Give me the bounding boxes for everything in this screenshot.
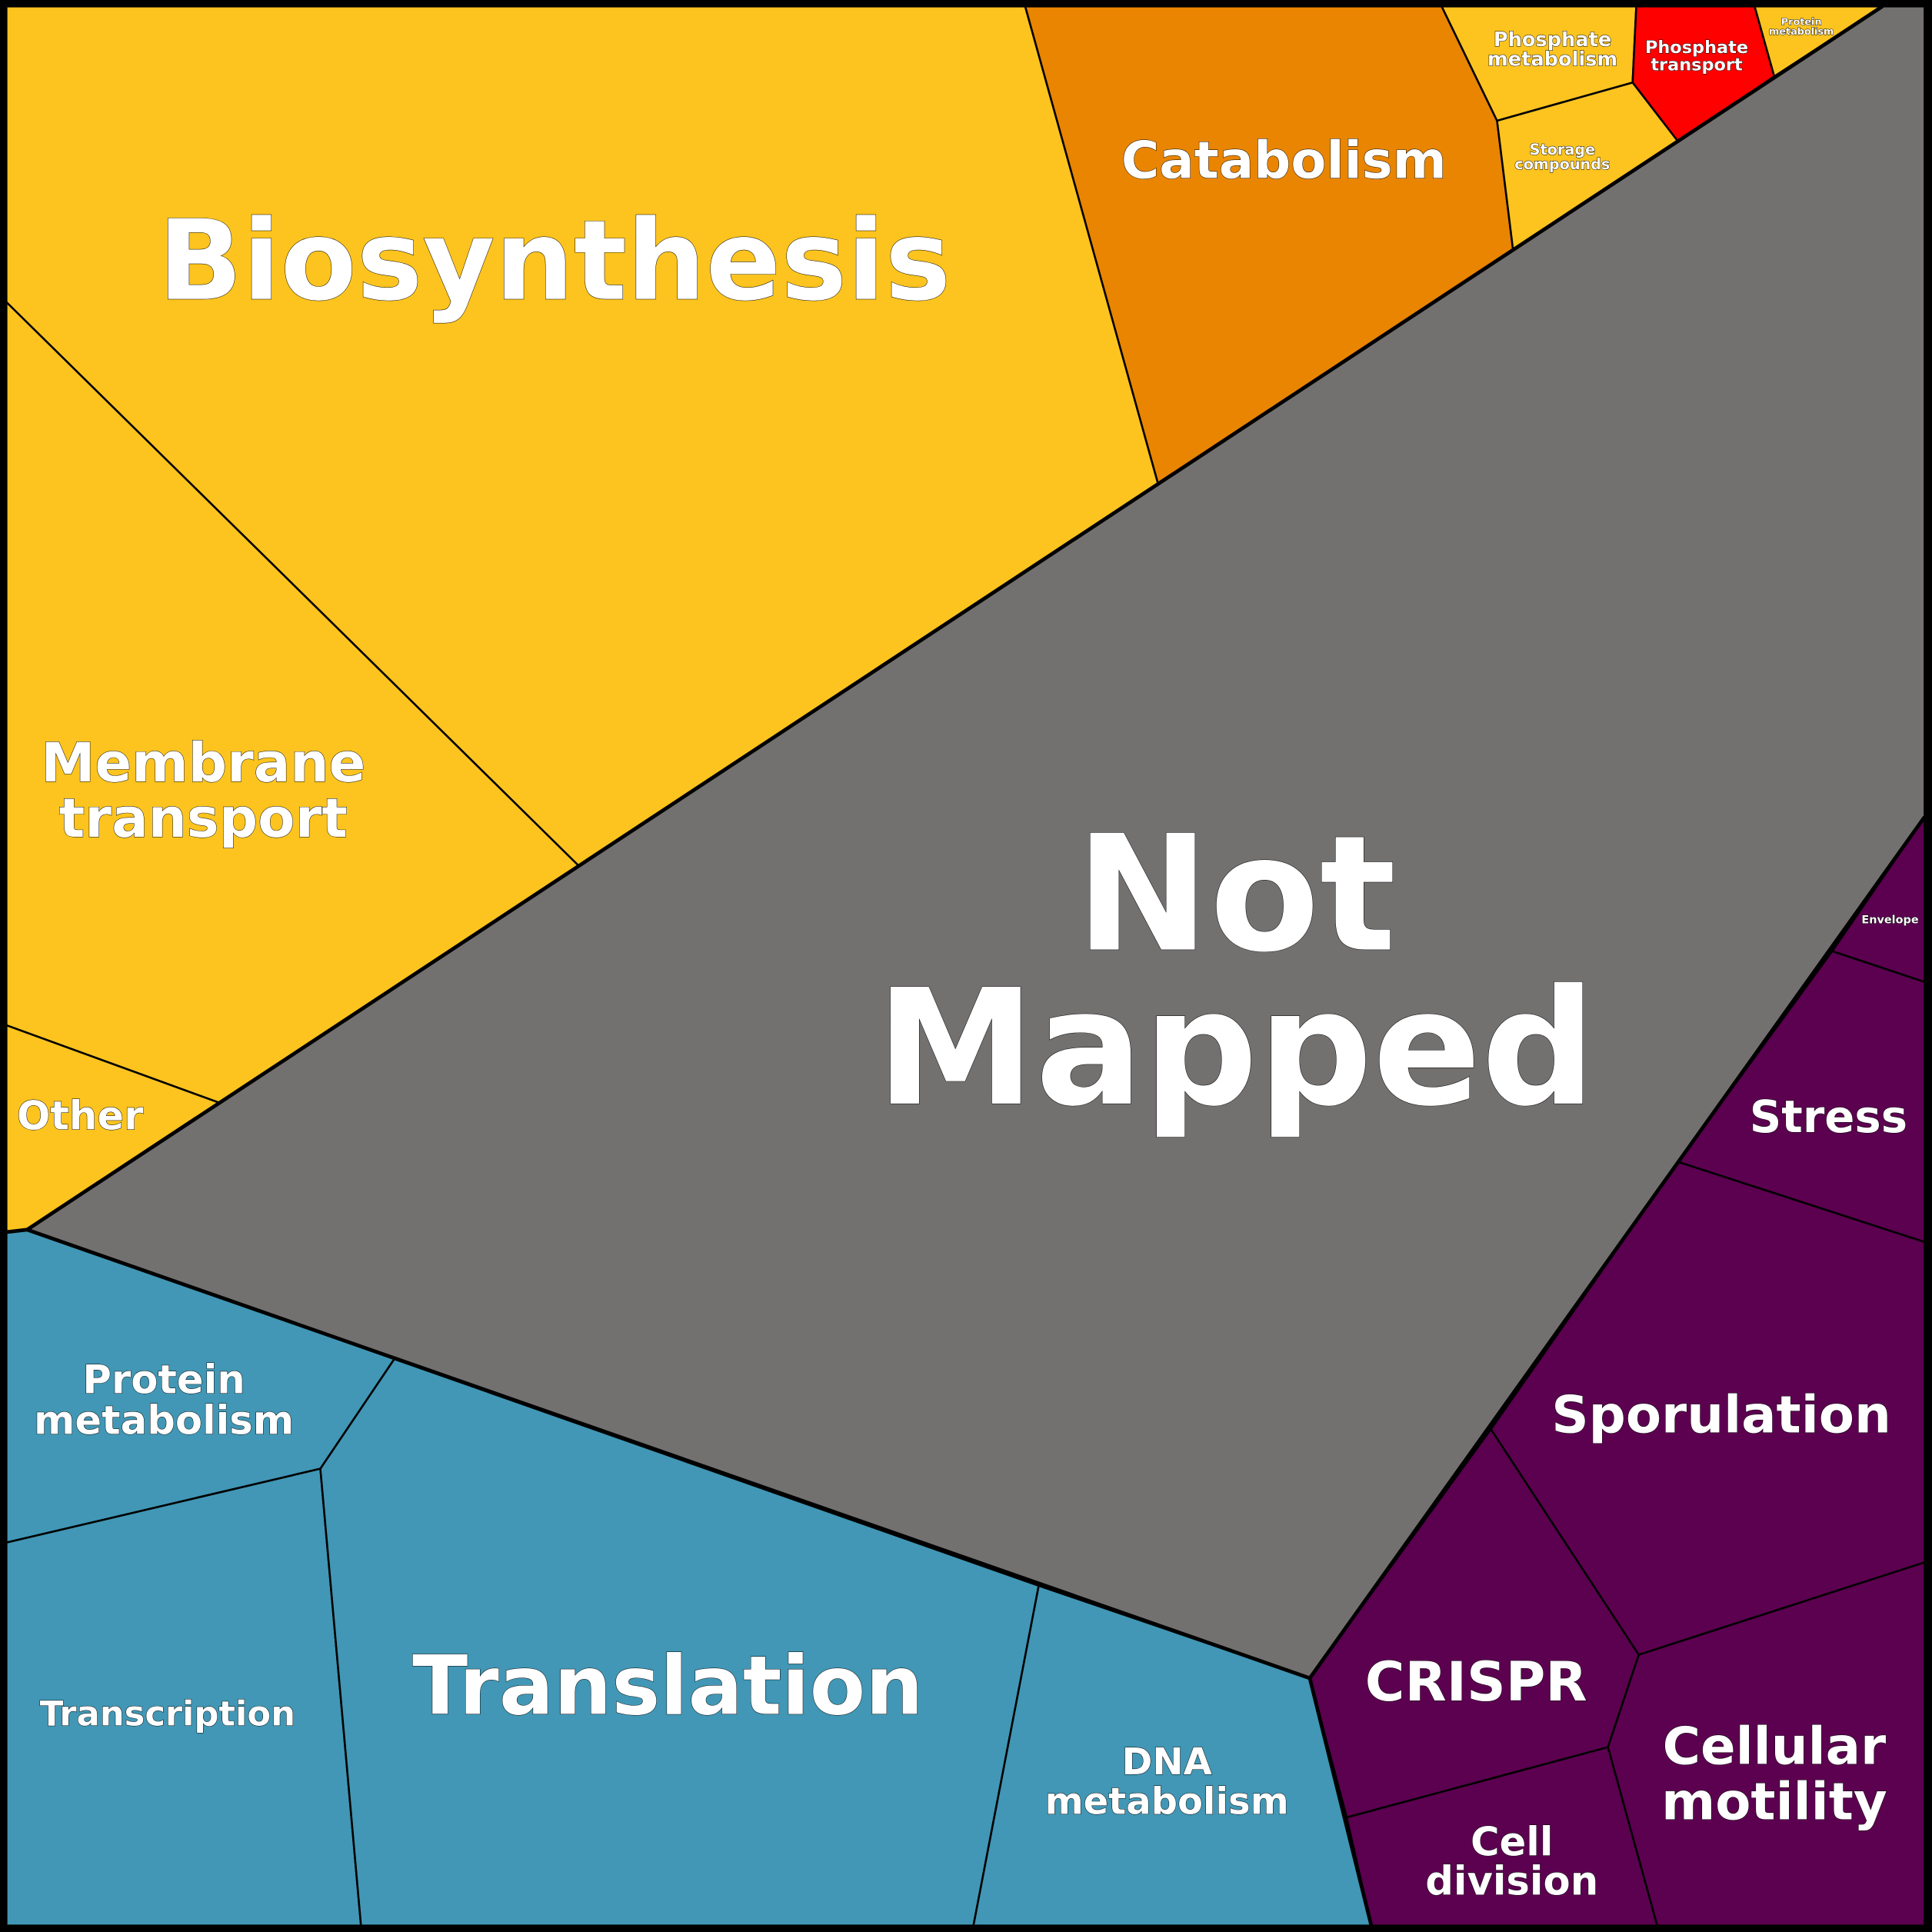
- region-label: CRISPR: [1365, 1651, 1587, 1714]
- region-label: Biosynthesis: [158, 197, 951, 326]
- region-label: Catabolism: [1121, 131, 1447, 191]
- region-label: Not: [1075, 802, 1396, 988]
- region-label: DNA: [1121, 1740, 1211, 1784]
- region-label: transport: [59, 787, 348, 850]
- group-border: [25, 5, 1884, 1231]
- region-label: Cell: [1471, 1819, 1554, 1865]
- region-label: Sporulation: [1551, 1384, 1891, 1444]
- region-label: metabolism: [34, 1397, 294, 1444]
- cells: [5, 5, 1926, 1927]
- group-border: [5, 1227, 1374, 1927]
- region-label: Storage: [1530, 141, 1595, 158]
- region-label: motility: [1661, 1772, 1887, 1832]
- region-label: Membrane: [41, 731, 365, 794]
- region-label: metabolism: [1769, 26, 1834, 38]
- region-label: Transcription: [40, 1694, 295, 1734]
- region-label: Cellular: [1663, 1716, 1887, 1776]
- region-label: Other: [17, 1094, 144, 1140]
- region-label: Phosphate: [1494, 28, 1611, 52]
- region-label: metabolism: [1045, 1780, 1289, 1823]
- region-label: metabolism: [1487, 48, 1617, 72]
- region-label: Stress: [1750, 1091, 1907, 1143]
- region-label: division: [1425, 1859, 1598, 1905]
- region-label: Translation: [412, 1638, 923, 1733]
- region-label: Protein: [82, 1357, 245, 1403]
- region-label: Mapped: [876, 956, 1596, 1142]
- region-label: transport: [1651, 55, 1743, 75]
- region-label: Envelope: [1861, 914, 1918, 927]
- region-label: Phosphate: [1645, 38, 1748, 58]
- group-border: [1308, 815, 1927, 1680]
- region-label: compounds: [1514, 155, 1610, 173]
- labels: BiosynthesisCatabolismPhosphatemetabolis…: [16, 16, 1919, 1905]
- region-label: Protein: [1781, 16, 1822, 28]
